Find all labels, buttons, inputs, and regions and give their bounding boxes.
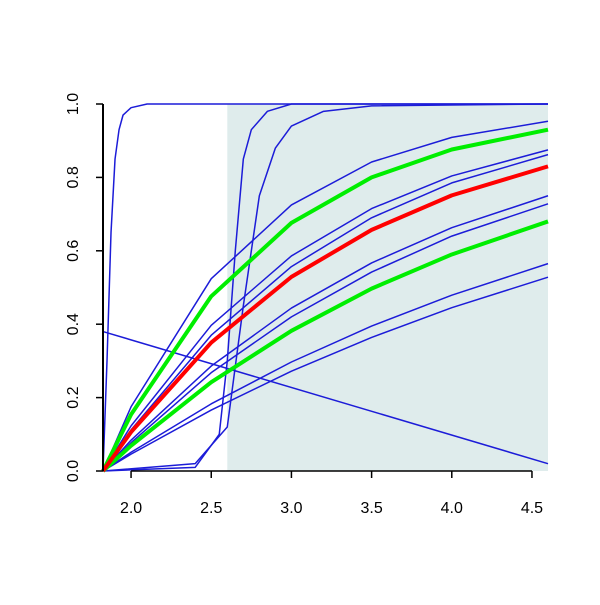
- curve: [102, 149, 549, 472]
- y-tick-label: 1.0: [65, 93, 82, 115]
- curve: [102, 120, 549, 472]
- x-tick-label: 3.0: [280, 500, 302, 517]
- curve: [102, 262, 549, 472]
- curve: [102, 195, 549, 472]
- y-tick-label: 0.0: [65, 460, 82, 482]
- x-tick-label: 2.0: [120, 500, 142, 517]
- y-tick-label: 0.8: [65, 166, 82, 188]
- y-tick-label: 0.6: [65, 240, 82, 262]
- y-tick-label: 0.2: [65, 386, 82, 408]
- curve: [102, 276, 549, 472]
- lines-layer: [101, 103, 549, 473]
- x-tick-label: 2.5: [200, 500, 222, 517]
- x-tick-label: 4.0: [441, 500, 463, 517]
- curve: [101, 164, 549, 473]
- curve: [102, 330, 549, 465]
- curve: [102, 103, 548, 472]
- curve: [102, 103, 549, 472]
- curve: [102, 203, 549, 472]
- curve: [101, 127, 549, 472]
- axes-layer: 0.0 0.2 0.4 0.6 0.8 1.0 2.0 2.5 3.0 3.5 4.0 4.5: [65, 93, 543, 517]
- y-tick-label: 0.4: [65, 313, 82, 335]
- x-tick-label: 3.5: [360, 500, 382, 517]
- curve: [101, 219, 549, 473]
- x-tick-label: 4.5: [521, 500, 543, 517]
